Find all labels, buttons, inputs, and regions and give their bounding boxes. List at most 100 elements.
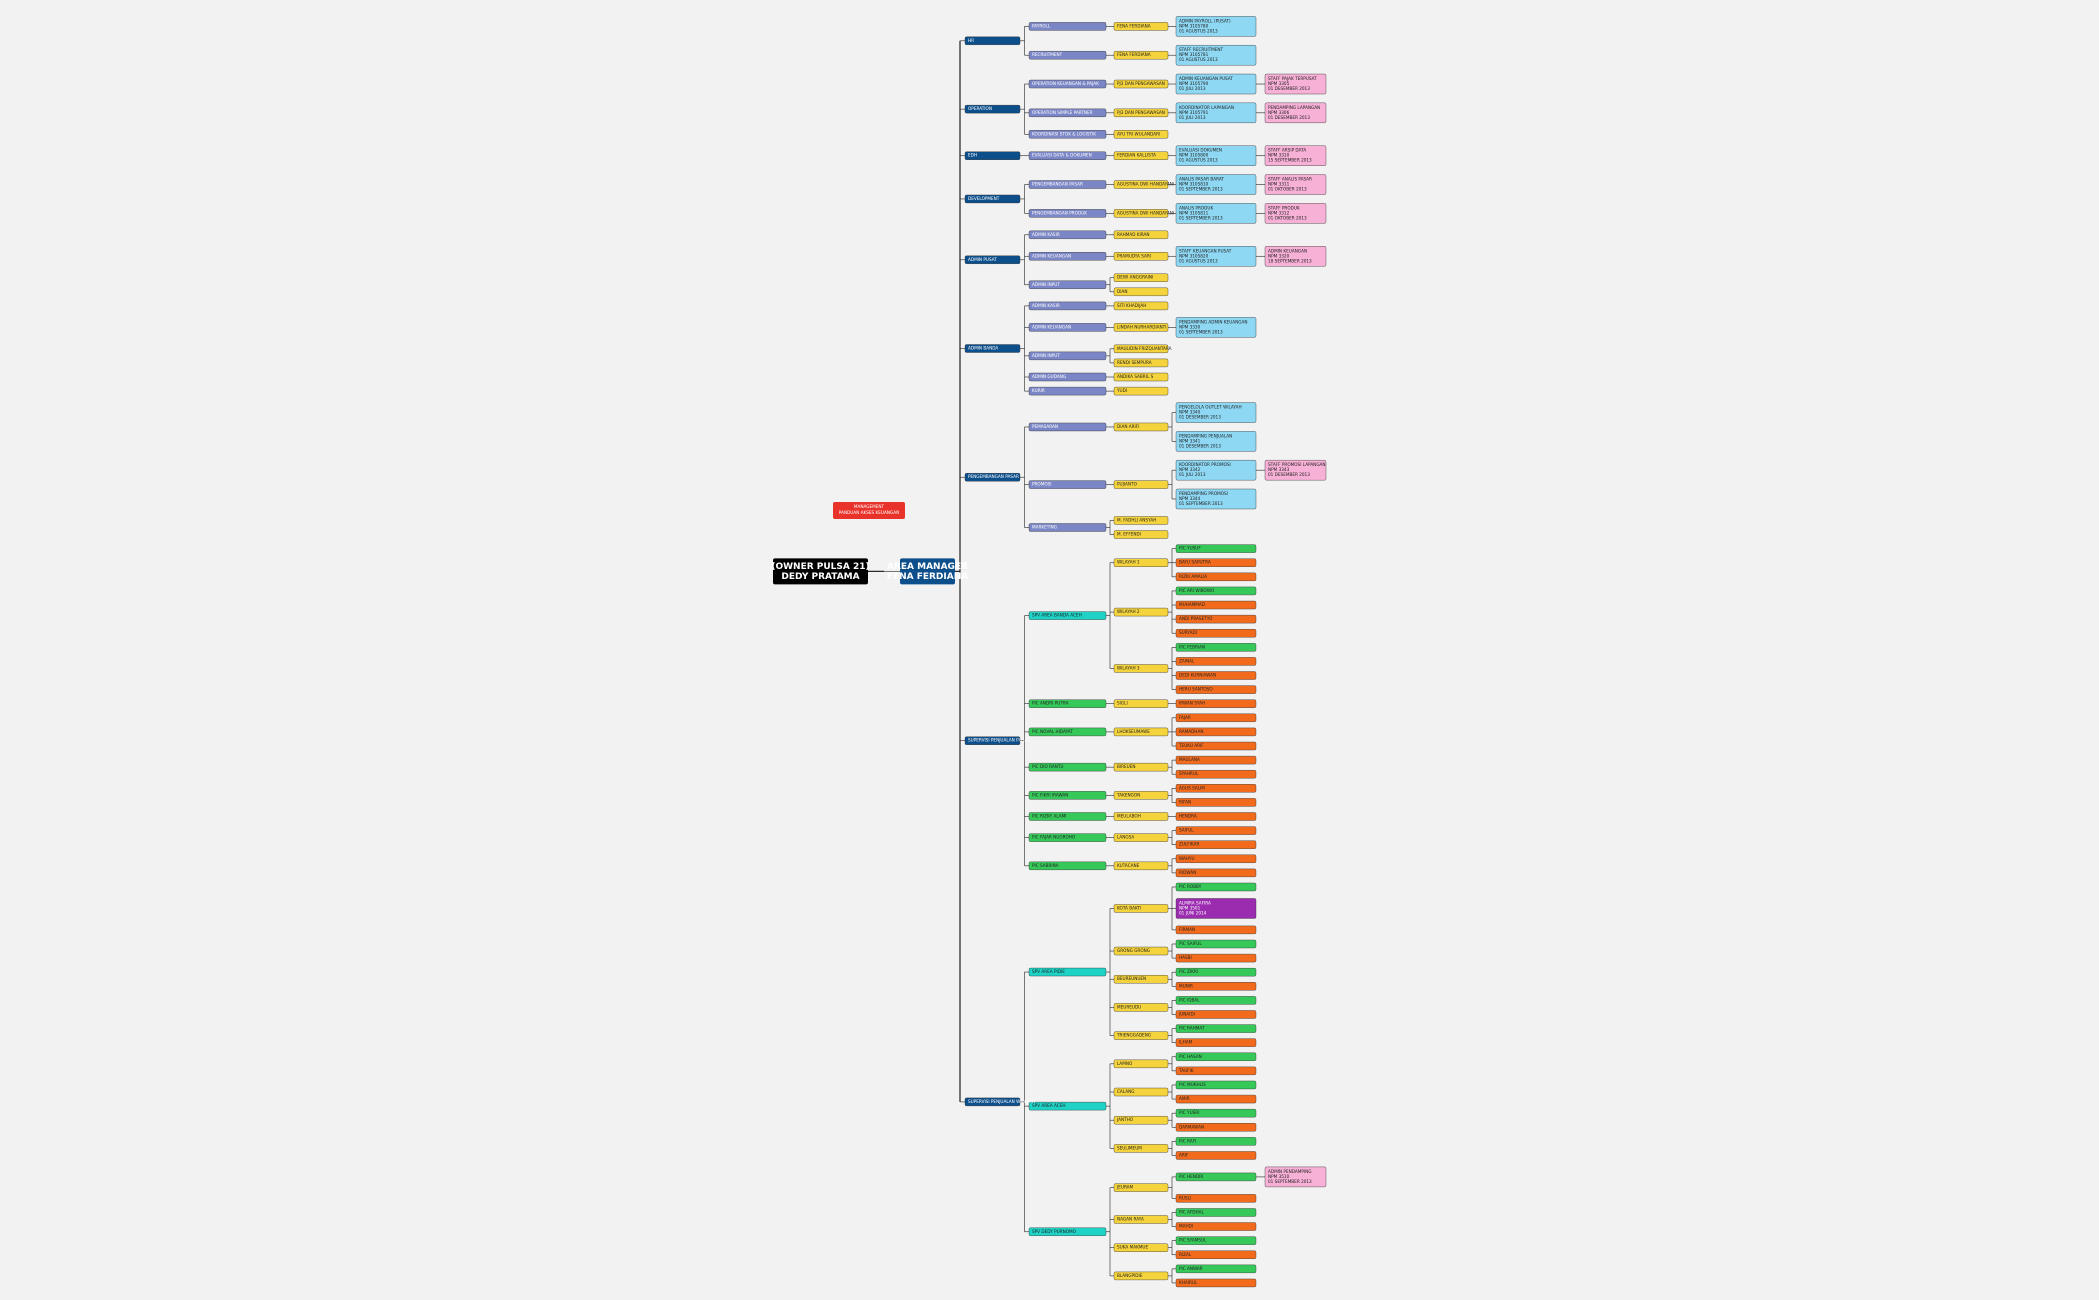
node-box [1028,833,1107,842]
node: SPV DEDY PURNOMO [1028,1227,1107,1236]
node: RAHMAD KIRAN [1113,230,1169,240]
node-label: DEVELOPMENT [968,196,1000,201]
node: RUSLI [1175,1194,1257,1203]
node-box [1264,102,1327,124]
node-box [1028,22,1107,31]
node-box [1113,273,1169,282]
node: MEUREUDU [1113,1003,1169,1012]
node-label: RENDI SEMPURA [1117,360,1152,365]
node-label: MAHDI [1179,1224,1193,1229]
node-label: FAJAR [1179,715,1191,720]
node-label: PAYROLL [1032,23,1051,28]
node-label: AGUSTINA DWI HANDAYANI [1117,210,1174,215]
node: SPV AREA BANDA ACEH [1028,611,1107,620]
node: TAUFIK [1175,1066,1257,1076]
node-label: WILAYAH 3 [1117,665,1140,670]
node-label: STAFF PRODUK [1268,205,1300,210]
node: PIC FAJAR NUGROHO [1028,833,1107,842]
node: IRWAN SYAH [1175,699,1257,708]
node-box [1113,791,1169,800]
node-box [1175,1010,1257,1019]
node-label: RUSLI [1179,1195,1191,1200]
node: PIC AFDHAL [1175,1208,1257,1217]
node: AGUS SALIM [1175,784,1257,793]
node-label: (OWNER PULSA 21) [771,562,869,572]
node: LHOKSEUMAWE [1113,727,1169,737]
node: MAULIDIN FRIZQUANTARA [1113,344,1172,354]
node-box [1113,372,1169,382]
node: TRIENGGADENG [1113,1031,1169,1040]
node-box [1113,762,1169,772]
node-box [1113,699,1169,708]
node: FIRMAN [1175,925,1257,935]
node-label: ADMIN PENDAMPING [1268,1169,1311,1174]
node-label: PEMASARAN [1032,424,1058,429]
node-box [1175,544,1257,553]
node-box [964,194,1021,204]
node-label: PJ3 DAN PENGAWASAN [1117,81,1165,86]
node-box [1113,323,1169,332]
node-box [1113,252,1169,261]
node-label: SITI KHADIJAH [1117,303,1146,308]
node-box [1175,882,1257,892]
node: JUNAIDI [1175,1010,1257,1019]
node: PIC FIKRI IRAWAN [1028,791,1107,800]
node-box [1175,1250,1257,1259]
node-label: FENA FERDIANA [1117,52,1151,57]
node-label: NPM 3344 [1179,496,1201,501]
node-label: KOORDINATOR PROMOSI [1179,462,1231,467]
node-label: NPM 3341 [1179,438,1201,443]
node-label: PIC ROBBY [1179,884,1202,889]
node: PIC ROBBY [1175,882,1257,892]
node-box [1175,1123,1257,1132]
node-label: 01 DESEMBER 2013 [1179,443,1221,448]
node-box [1175,600,1257,610]
node-label: TEUKU ARIF [1178,743,1204,748]
node-box [1175,629,1257,638]
node-label: PIC FEBRIAN [1179,644,1205,649]
node-label: STAFF ANALIS PASAR [1268,177,1312,182]
node: PIC NOVAL HIDAYAT [1028,727,1107,737]
node-box [1175,1038,1257,1047]
node: PIC IQBAL [1175,996,1257,1005]
node-label: LAMNO [1117,1061,1133,1066]
node: PIC MUKHLIS [1175,1080,1257,1090]
node-box [1175,953,1257,963]
node-label: KOTA BAKTI [1117,905,1141,910]
node-box [1175,854,1257,863]
node-box [1175,102,1257,124]
node: PENGEMBANGAN PASAR [1028,180,1107,189]
node-box [1113,1144,1169,1153]
node-label: 01 SEPTEMBER 2013 [1179,187,1223,192]
node-box [1175,73,1257,95]
node-label: HASBI [1179,955,1192,960]
node-box [1264,145,1327,166]
node-label: DARMAWAN [1179,1124,1204,1129]
node: RAMADHAN [1175,727,1257,737]
node-label: IRWAN SYAH [1179,701,1205,706]
node-label: SYAHRUL [1179,771,1199,776]
node-box [964,104,1021,114]
node: MAHDI [1175,1222,1257,1231]
node-box [1113,358,1169,368]
node-label: NPM 3312 [1268,210,1290,215]
node-box [964,36,1021,46]
node-label: ILHAM [1179,1040,1193,1045]
node: PIC ANDRI PUTRA [1028,699,1107,708]
node-label: NPM 3105800 [1179,153,1209,158]
node-label: AGUSTINA DWI HANDAYANI [1117,182,1174,187]
node-label: ADMIN BANDA [968,346,998,351]
node: WILAYAH 1 [1113,558,1169,567]
node: WILAYAH 2 [1113,607,1169,617]
node-label: SUPERVISI PENJUALAN PUSAT [968,738,1030,743]
node-box [1113,108,1169,118]
node-box [1028,51,1107,60]
node-box [1175,898,1257,919]
node-label: PENGEMBANGAN PASAR [968,474,1019,479]
node-label: PIC YUSUF [1179,546,1201,551]
node-box [964,255,1021,264]
node-box [1175,614,1257,624]
node: PENGEMBANGAN PASAR [964,473,1021,482]
node-label: ANALIS PRODUK [1179,205,1213,210]
